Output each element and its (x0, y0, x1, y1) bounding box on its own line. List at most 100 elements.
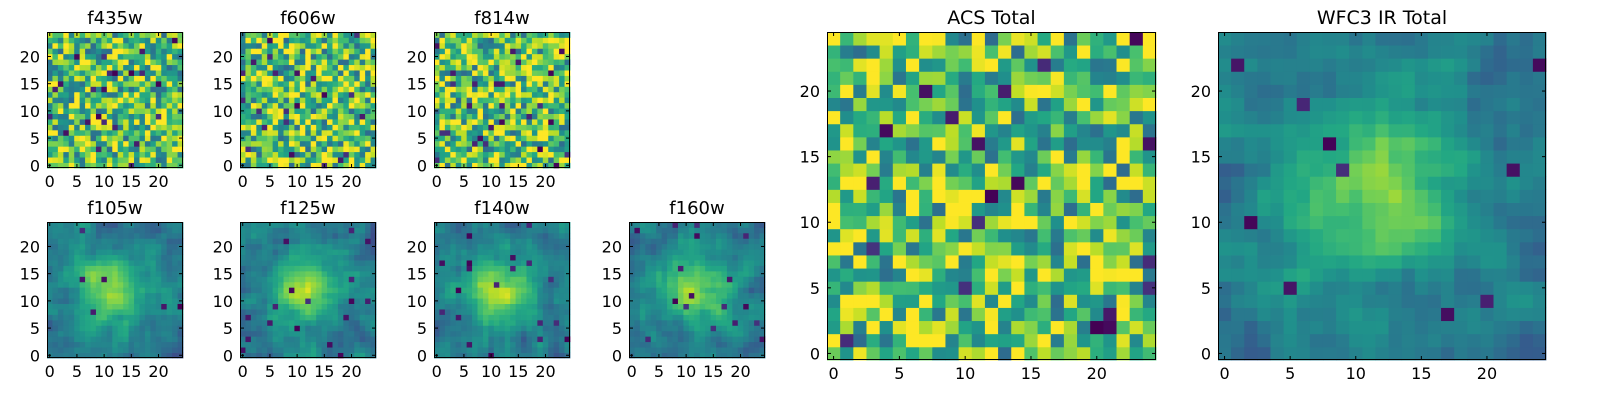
heatmap-cell (515, 227, 522, 234)
heatmap-cell (650, 336, 657, 343)
heatmap-cell (542, 124, 549, 131)
heatmap-cell (365, 97, 371, 104)
heatmap-cell (634, 325, 641, 332)
x-tick-label: 20 (341, 172, 361, 191)
heatmap-cell (559, 341, 565, 348)
heatmap-cell (537, 59, 544, 66)
heatmap-cell (688, 292, 695, 299)
heatmap-cell (68, 59, 75, 66)
heatmap-cell (52, 292, 59, 299)
heatmap-cell (283, 70, 290, 76)
heatmap-cell (564, 222, 571, 228)
heatmap-cell (321, 298, 328, 304)
y-tick-label: 10 (602, 292, 622, 311)
heatmap-cell (564, 330, 571, 337)
heatmap-cell (294, 64, 301, 71)
heatmap-cell (721, 352, 728, 359)
heatmap-cell (721, 287, 728, 294)
heatmap-cell (155, 42, 162, 49)
heatmap-cell (694, 276, 701, 283)
heatmap-cell (1011, 320, 1025, 335)
heatmap-cell (466, 281, 473, 288)
heatmap-cell (155, 140, 162, 147)
heatmap-cell (337, 70, 344, 76)
heatmap-cell (74, 113, 81, 120)
heatmap-cell (343, 227, 350, 234)
heatmap-cell (754, 292, 760, 299)
heatmap-cell (90, 108, 97, 114)
heatmap-cell (521, 319, 527, 326)
heatmap-cell (477, 243, 484, 250)
heatmap-cell (166, 276, 173, 283)
heatmap-cell (537, 32, 544, 38)
heatmap-cell (63, 249, 70, 256)
heatmap-cell (434, 336, 440, 343)
y-tick-label: 20 (213, 47, 233, 66)
heatmap-cell (998, 189, 1012, 203)
heatmap-cell (1063, 215, 1078, 230)
heatmap-cell (737, 260, 744, 266)
heatmap-cell (316, 314, 322, 321)
heatmap-cell (245, 113, 252, 120)
heatmap-cell (439, 292, 446, 299)
heatmap-cell (892, 255, 907, 269)
heatmap-cell (515, 281, 522, 288)
heatmap-cell (150, 347, 157, 353)
x-tick-label: 15 (121, 172, 141, 191)
heatmap-cell (166, 330, 173, 337)
heatmap-cell (85, 254, 91, 261)
heatmap-cell (305, 151, 312, 158)
heatmap-cell (305, 64, 312, 71)
heatmap-cell (310, 119, 317, 125)
x-tick-label: 15 (703, 362, 723, 381)
heatmap-cell (256, 319, 263, 326)
heatmap-cell (52, 270, 59, 277)
heatmap-cell (354, 32, 361, 38)
heatmap-cell (261, 135, 268, 142)
heatmap-cell (172, 37, 178, 44)
heatmap-cell (526, 330, 533, 337)
heatmap-cell (294, 113, 301, 120)
heatmap-cell (365, 146, 371, 153)
heatmap-cell (327, 232, 333, 239)
heatmap-cell (705, 227, 711, 234)
heatmap-cell (95, 37, 102, 44)
heatmap-cell (305, 330, 312, 337)
heatmap-cell (439, 232, 446, 239)
heatmap-cell (261, 124, 268, 131)
heatmap-cell (515, 336, 522, 343)
heatmap-cell (63, 281, 70, 288)
heatmap-cell (710, 281, 717, 288)
heatmap-cell (139, 86, 146, 93)
heatmap-cell (337, 254, 344, 261)
heatmap-cell (79, 352, 86, 359)
heatmap-cell (737, 292, 744, 299)
heatmap-cell (74, 270, 81, 277)
heatmap-cell (161, 97, 168, 104)
x-tick-label: 5 (72, 362, 82, 381)
heatmap-cell (754, 232, 760, 239)
heatmap-cell (327, 86, 333, 93)
heatmap-cell (661, 347, 668, 353)
heatmap-cell (488, 151, 495, 158)
heatmap-cell (754, 298, 760, 304)
heatmap-cell (316, 97, 322, 104)
heatmap-cell (245, 303, 252, 310)
heatmap-cell (332, 254, 339, 261)
heatmap-cell (79, 309, 86, 315)
heatmap-cell (743, 347, 750, 353)
heatmap-cell (548, 270, 555, 277)
heatmap-cell (101, 227, 108, 234)
heatmap-cell (310, 91, 317, 98)
heatmap-cell (553, 260, 560, 266)
heatmap-cell (1063, 176, 1078, 190)
heatmap-cell (1063, 281, 1078, 295)
heatmap-cell (1077, 176, 1091, 190)
heatmap-cell (316, 281, 322, 288)
heatmap-cell (1142, 281, 1157, 295)
heatmap-cell (294, 347, 301, 353)
heatmap-cell (123, 91, 129, 98)
heatmap-cell (542, 37, 549, 44)
heatmap-cell (548, 314, 555, 321)
heatmap-cell (47, 48, 53, 55)
